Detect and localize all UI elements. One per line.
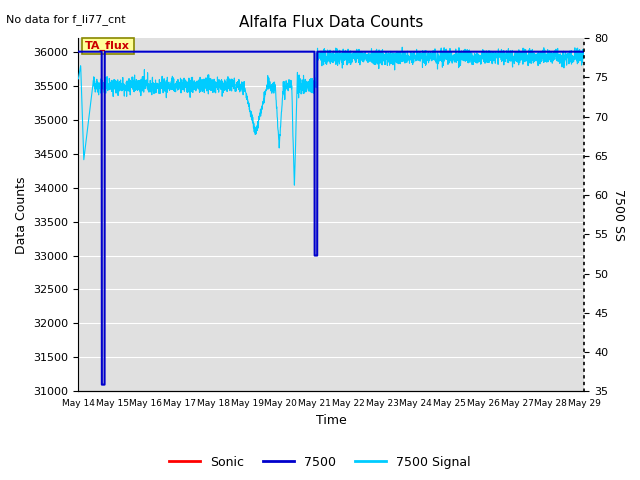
Text: TA_flux: TA_flux [85,41,130,51]
Legend: Sonic, 7500, 7500 Signal: Sonic, 7500, 7500 Signal [164,451,476,474]
Y-axis label: 7500 SS: 7500 SS [612,189,625,241]
Title: Alfalfa Flux Data Counts: Alfalfa Flux Data Counts [239,15,424,30]
Y-axis label: Data Counts: Data Counts [15,176,28,253]
X-axis label: Time: Time [316,414,347,427]
Text: No data for f_li77_cnt: No data for f_li77_cnt [6,14,126,25]
